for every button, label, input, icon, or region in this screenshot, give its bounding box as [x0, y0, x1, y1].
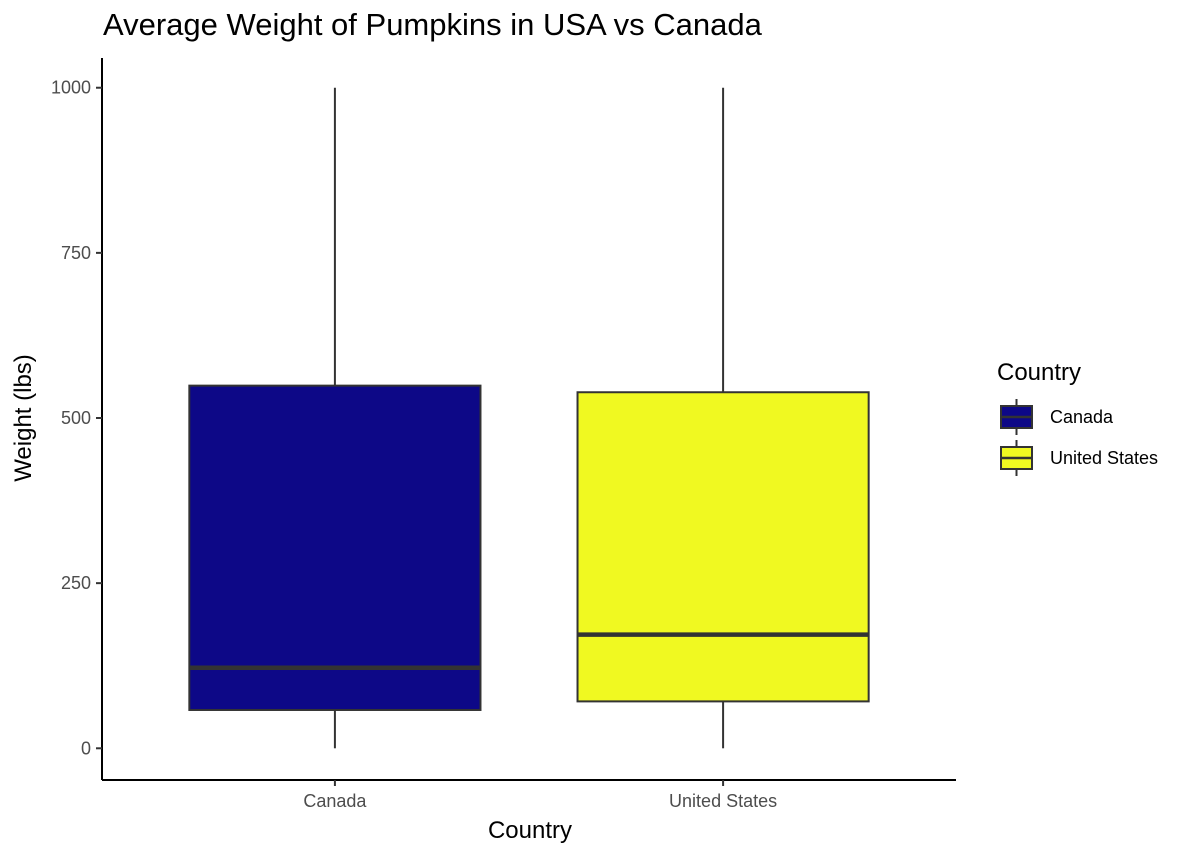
box-canada: [188, 87, 482, 749]
y-tick-label: 500: [61, 408, 91, 428]
x-axis-title: Country: [488, 817, 572, 844]
legend-label: United States: [1050, 448, 1158, 468]
legend-label: Canada: [1050, 407, 1114, 427]
y-axis-title: Weight (lbs): [10, 354, 37, 482]
y-tick-label: 0: [81, 738, 91, 758]
legend-item-canada: Canada: [1000, 399, 1114, 435]
legend: Country Canada United States: [997, 359, 1158, 476]
x-tick-label: United States: [669, 791, 777, 811]
y-tick-label: 750: [61, 243, 91, 263]
box-united-states: [576, 87, 870, 749]
axes: 0 250 500 750 1000 Canada United States: [51, 58, 956, 811]
y-tick-label: 1000: [51, 78, 91, 98]
chart-title: Average Weight of Pumpkins in USA vs Can…: [103, 7, 763, 42]
x-tick-label: Canada: [303, 791, 367, 811]
plot-area: [188, 87, 870, 749]
y-tick-label: 250: [61, 573, 91, 593]
legend-title: Country: [997, 359, 1081, 386]
box-body: [188, 384, 482, 711]
box-body: [576, 391, 870, 703]
legend-item-united-states: United States: [1000, 440, 1158, 476]
